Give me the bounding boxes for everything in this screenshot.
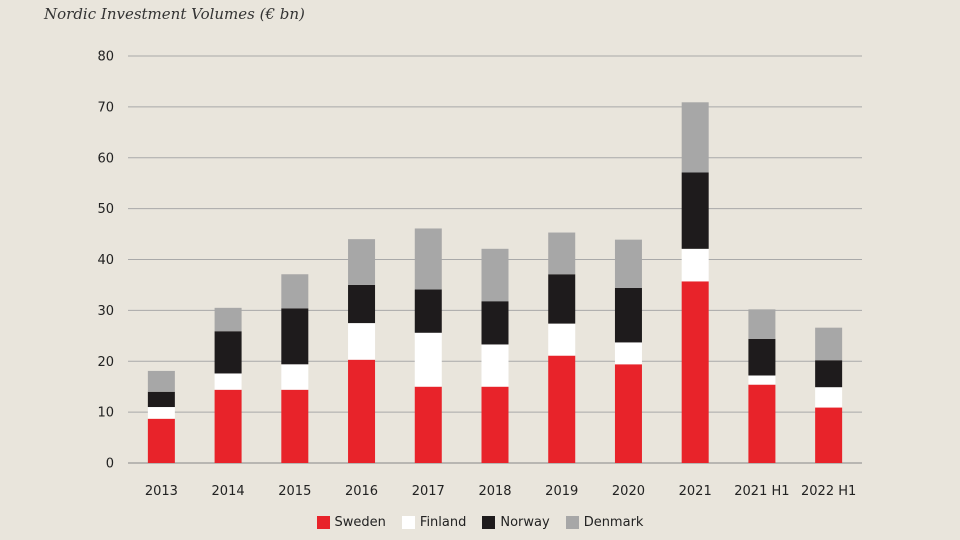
legend-swatch-denmark — [565, 516, 579, 529]
bar-segment-norway-2014 — [214, 331, 242, 374]
bar-segment-sweden-2015 — [281, 389, 309, 463]
bar-segment-sweden-2013 — [147, 418, 175, 463]
bar-segment-sweden-2017 — [414, 386, 442, 463]
bar-segment-finland-2022-h1 — [815, 387, 843, 408]
y-tick-label-50: 50 — [97, 202, 114, 217]
bar-segment-sweden-2021-h1 — [748, 384, 776, 463]
bar-segment-norway-2013 — [147, 391, 175, 408]
x-tick-label-2019: 2019 — [545, 484, 578, 499]
bar-segment-finland-2020 — [614, 342, 642, 365]
x-tick-label-2020: 2020 — [612, 484, 645, 499]
bar-segment-norway-2018 — [481, 301, 509, 345]
bar-segment-norway-2021-h1 — [748, 338, 776, 376]
bar-segment-denmark-2018 — [481, 248, 509, 302]
x-tick-label-2021-h1: 2021 H1 — [734, 484, 789, 499]
legend-item-denmark: Denmark — [565, 515, 644, 530]
bar-segment-finland-2017 — [414, 332, 442, 387]
y-tick-label-60: 60 — [97, 151, 114, 166]
bar-segment-finland-2019 — [548, 323, 576, 356]
x-tick-label-2013: 2013 — [145, 484, 178, 499]
legend-swatch-norway — [482, 516, 496, 529]
y-tick-label-70: 70 — [97, 100, 114, 115]
legend-swatch-sweden — [316, 516, 330, 529]
legend-swatch-finland — [401, 516, 415, 529]
bar-segment-sweden-2014 — [214, 389, 242, 463]
legend-item-norway: Norway — [482, 515, 550, 530]
y-tick-label-30: 30 — [97, 304, 114, 319]
bar-segment-sweden-2016 — [348, 359, 376, 463]
bar-segment-denmark-2021-h1 — [748, 309, 776, 339]
x-tick-label-2015: 2015 — [278, 484, 311, 499]
stacked-bar-chart: 0 10 20 30 40 50 60 70 80 2013 2014 2015 2016 2017 201… — [97, 50, 862, 499]
bar-segment-finland-2021-h1 — [748, 375, 776, 385]
x-tick-label-2016: 2016 — [345, 484, 378, 499]
bar-segment-sweden-2020 — [614, 364, 642, 463]
bar-segment-sweden-2019 — [548, 355, 576, 463]
bar-segment-denmark-2019 — [548, 232, 576, 275]
bar-segment-finland-2014 — [214, 373, 242, 390]
bar-segment-norway-2019 — [548, 274, 576, 324]
y-tick-label-0: 0 — [106, 457, 114, 472]
bar-segment-norway-2017 — [414, 289, 442, 333]
x-tick-label-2022-h1: 2022 H1 — [801, 484, 856, 499]
legend-label-denmark: Denmark — [583, 515, 644, 530]
chart-legend: Sweden Finland Norway Denmark — [0, 515, 960, 530]
x-tick-label-2017: 2017 — [412, 484, 445, 499]
bar-segment-norway-2021 — [681, 172, 709, 249]
bar-segment-norway-2022-h1 — [815, 360, 843, 388]
bar-segment-denmark-2021 — [681, 102, 709, 173]
bar-segment-finland-2015 — [281, 364, 309, 390]
bar-segment-finland-2021 — [681, 248, 709, 282]
bar-segment-denmark-2017 — [414, 228, 442, 290]
y-tick-label-10: 10 — [97, 406, 114, 421]
legend-item-finland: Finland — [401, 515, 467, 530]
bar-segment-norway-2020 — [614, 287, 642, 343]
bar-segment-sweden-2022-h1 — [815, 407, 843, 463]
bar-segment-denmark-2014 — [214, 307, 242, 332]
bar-segment-denmark-2015 — [281, 274, 309, 309]
legend-label-norway: Norway — [500, 515, 550, 530]
bar-segment-denmark-2016 — [348, 239, 376, 285]
x-tick-label-2014: 2014 — [212, 484, 245, 499]
y-tick-label-40: 40 — [97, 253, 114, 268]
bar-segment-denmark-2013 — [147, 370, 175, 392]
y-tick-label-80: 80 — [97, 50, 114, 65]
bar-segment-denmark-2022-h1 — [815, 327, 843, 361]
bar-segment-finland-2018 — [481, 344, 509, 387]
bar-segment-sweden-2021 — [681, 281, 709, 463]
bar-segment-norway-2015 — [281, 308, 309, 365]
bar-segment-norway-2016 — [348, 284, 376, 324]
x-tick-label-2021: 2021 — [679, 484, 712, 499]
y-tick-label-20: 20 — [97, 355, 114, 370]
bar-segment-finland-2016 — [348, 323, 376, 360]
legend-label-sweden: Sweden — [334, 515, 386, 530]
bar-segment-finland-2013 — [147, 407, 175, 419]
legend-item-sweden: Sweden — [316, 515, 386, 530]
x-tick-label-2018: 2018 — [478, 484, 511, 499]
legend-label-finland: Finland — [419, 515, 467, 530]
chart-title: Nordic Investment Volumes (€ bn) — [44, 5, 305, 23]
bar-segment-sweden-2018 — [481, 386, 509, 463]
bar-segment-denmark-2020 — [614, 239, 642, 288]
